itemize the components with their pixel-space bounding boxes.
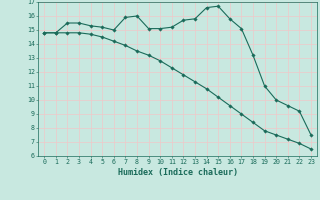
X-axis label: Humidex (Indice chaleur): Humidex (Indice chaleur) [118,168,238,177]
